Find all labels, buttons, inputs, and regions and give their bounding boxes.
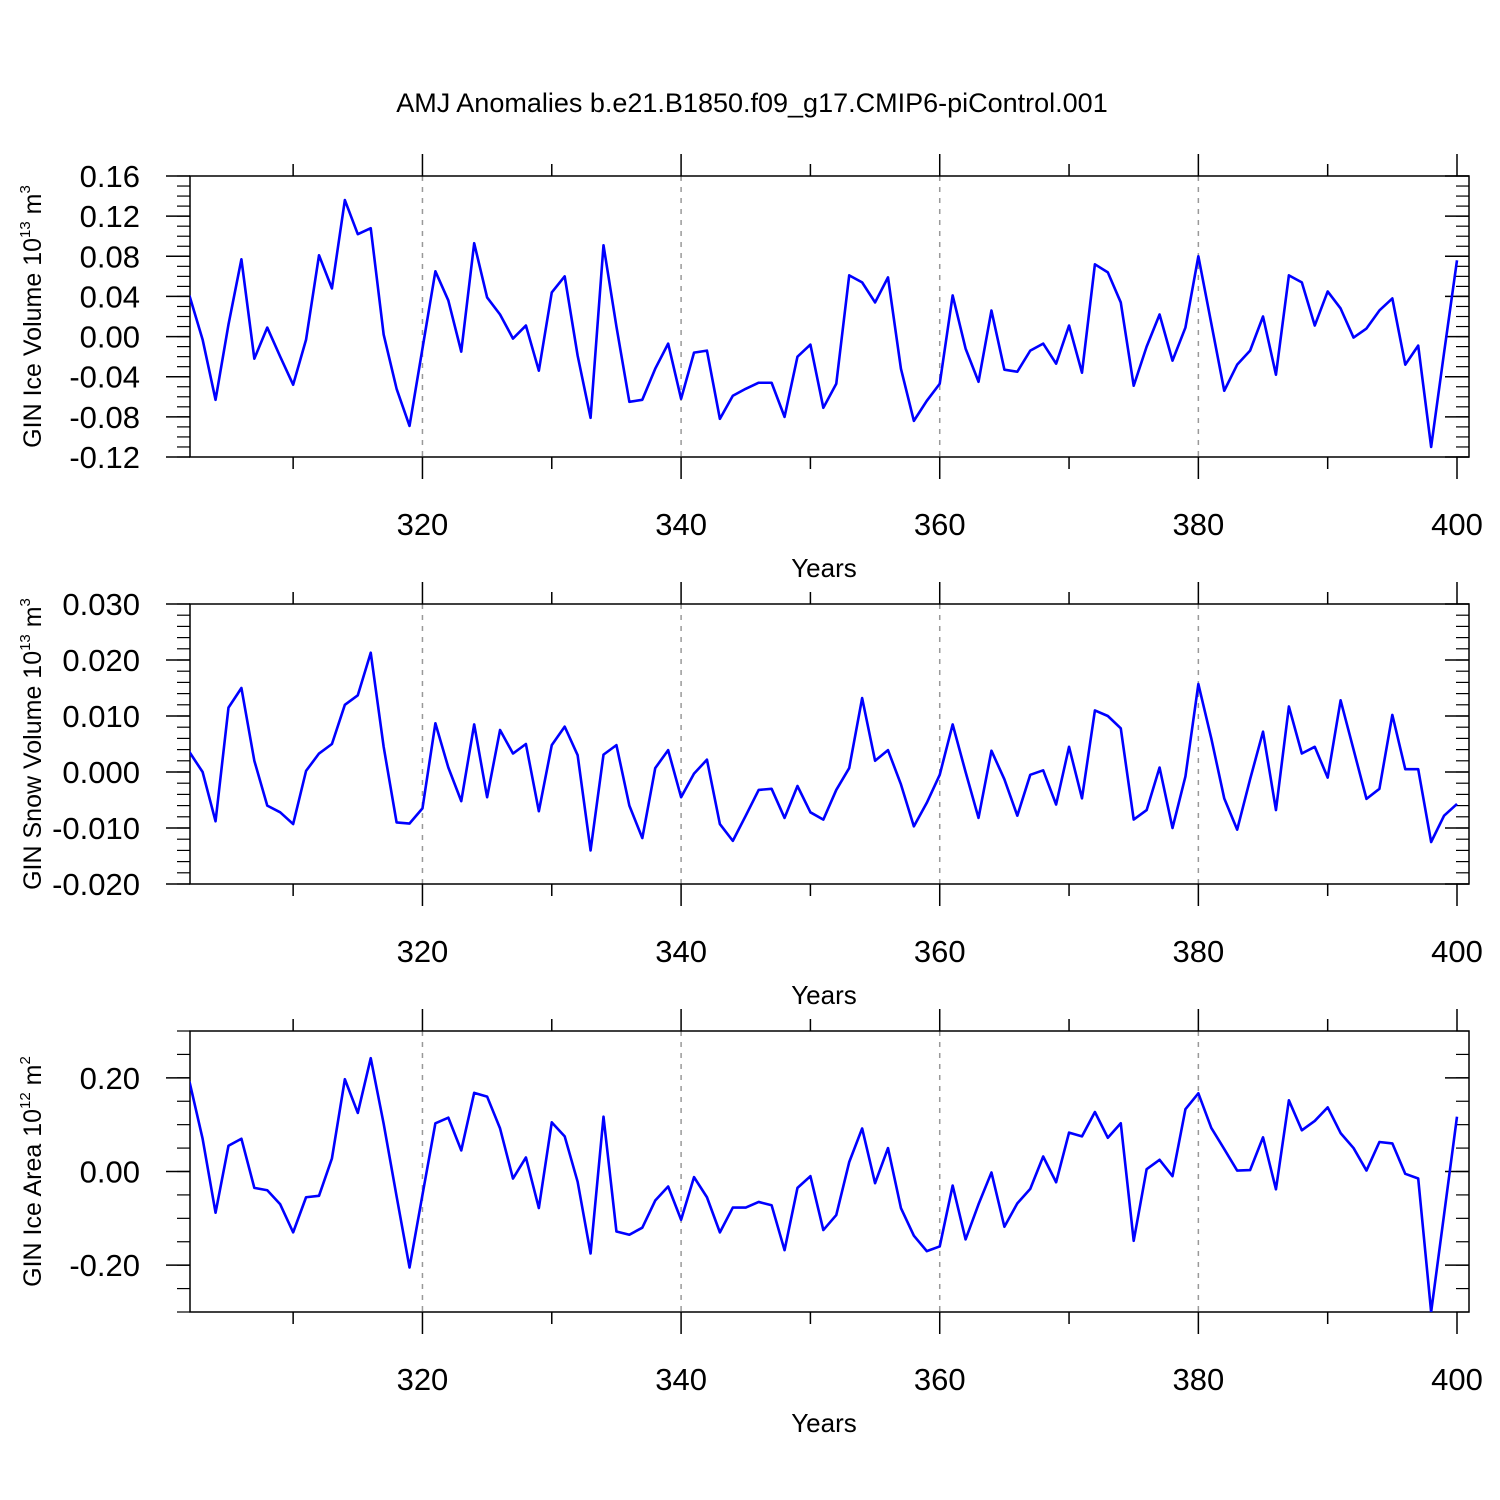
- y-tick-label: 0.00: [80, 320, 140, 355]
- x-tick-label: 400: [1431, 1362, 1483, 1397]
- x-axis-label: Years: [791, 1408, 857, 1438]
- series-line: [190, 1056, 1459, 1312]
- y-tick-label: -0.12: [69, 440, 140, 475]
- x-tick-label: 400: [1431, 934, 1483, 969]
- panel-3: 320 340 360 380 400 0.20 0.00 -0.20 Years GIN Ice…: [17, 1009, 1483, 1438]
- x-axis-label: Years: [791, 553, 857, 583]
- x-tick-label: 340: [655, 934, 707, 969]
- x-tick-label: 340: [655, 507, 707, 542]
- x-tick-label: 380: [1172, 1362, 1224, 1397]
- y-tick-label: -0.020: [52, 867, 140, 902]
- x-tick-label: 360: [914, 1362, 966, 1397]
- x-tick-label: 320: [397, 507, 449, 542]
- y-tick-label: -0.04: [69, 360, 140, 395]
- x-tick-label: 320: [397, 934, 449, 969]
- x-tick-label: 380: [1172, 507, 1224, 542]
- y-tick-label: -0.20: [69, 1248, 140, 1283]
- y-tick-label: 0.010: [62, 699, 140, 734]
- y-axis-label: GIN Ice Area 1012 m2: [17, 1056, 47, 1287]
- x-tick-label: 360: [914, 507, 966, 542]
- series-line: [190, 651, 1458, 852]
- chart-title: AMJ Anomalies b.e21.B1850.f09_g17.CMIP6-…: [396, 88, 1107, 118]
- y-tick-label: 0.20: [80, 1061, 140, 1096]
- x-tick-label: 360: [914, 934, 966, 969]
- y-tick-label: -0.08: [69, 400, 140, 435]
- x-tick-label: 340: [655, 1362, 707, 1397]
- x-tick-label: 400: [1431, 507, 1483, 542]
- y-axis-label: GIN Ice Volume 1013 m3: [17, 185, 47, 448]
- y-tick-label: 0.04: [80, 279, 140, 314]
- plot-frame: [189, 603, 1470, 885]
- x-tick-label: 320: [397, 1362, 449, 1397]
- y-tick-label: 0.00: [80, 1155, 140, 1190]
- y-tick-label: 0.16: [80, 159, 140, 194]
- y-tick-label: 0.030: [62, 587, 140, 622]
- panel-2: 320 340 360 380 400 0.030 0.020 0.010 0.000 -0.01…: [17, 582, 1483, 1010]
- panels: 320 340 360 380 400 0.16 0.12 0.08 0.04 0.00 -0.04…: [17, 154, 1483, 1438]
- y-tick-label: 0.000: [62, 755, 140, 790]
- y-axis-label: GIN Snow Volume 1013 m3: [17, 598, 47, 890]
- panel-1: 320 340 360 380 400 0.16 0.12 0.08 0.04 0.00 -0.04…: [17, 154, 1483, 583]
- x-axis-label: Years: [791, 980, 857, 1010]
- y-tick-label: 0.020: [62, 643, 140, 678]
- x-tick-label: 380: [1172, 934, 1224, 969]
- y-tick-label: 0.12: [80, 199, 140, 234]
- y-tick-label: 0.08: [80, 239, 140, 274]
- series-line: [190, 198, 1459, 449]
- y-tick-label: -0.010: [52, 811, 140, 846]
